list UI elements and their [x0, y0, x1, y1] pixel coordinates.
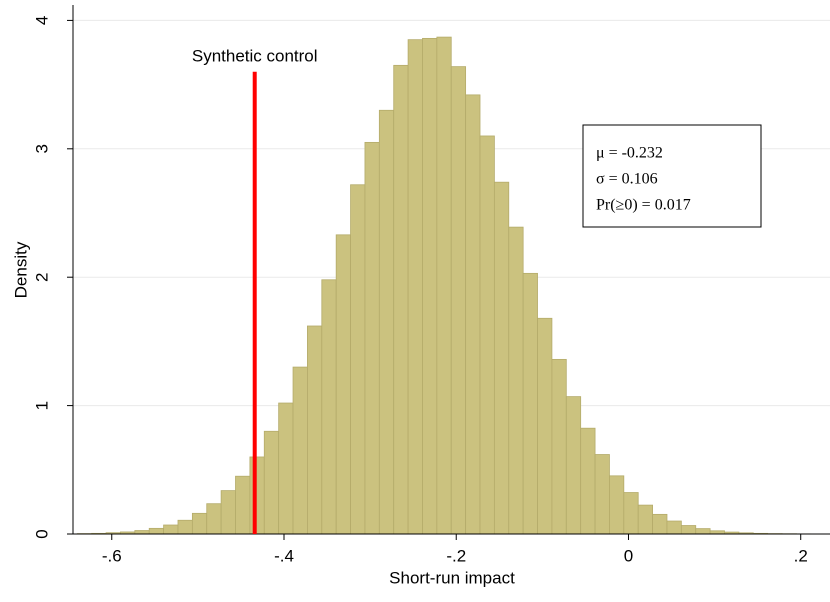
bar — [638, 505, 652, 534]
stats-line: σ = 0.106 — [596, 171, 658, 188]
bar — [509, 227, 523, 534]
bar — [164, 525, 178, 534]
bar — [624, 493, 638, 534]
stats-line: μ = -0.232 — [596, 145, 663, 162]
reference-label: Synthetic control — [192, 46, 318, 65]
bar — [351, 185, 365, 534]
y-tick-label: 4 — [32, 16, 51, 25]
bar — [667, 521, 681, 534]
stats-line: Pr(≥0) = 0.017 — [596, 197, 691, 214]
bar — [523, 273, 537, 534]
bar — [336, 235, 350, 534]
bar — [149, 528, 163, 534]
bar — [307, 326, 321, 534]
bar — [437, 37, 451, 534]
x-tick-label: -.6 — [102, 546, 122, 565]
bar — [408, 40, 422, 534]
bar — [552, 359, 566, 534]
x-tick-label: -.4 — [274, 546, 294, 565]
bar — [480, 136, 494, 534]
bar — [322, 280, 336, 534]
bar — [178, 520, 192, 534]
bar — [250, 457, 264, 534]
bar — [279, 403, 293, 534]
bar — [609, 476, 623, 534]
bar — [135, 531, 149, 534]
bar — [696, 529, 710, 534]
bar — [581, 428, 595, 534]
bar — [192, 513, 206, 534]
bar — [653, 514, 667, 534]
y-tick-label: 3 — [32, 144, 51, 153]
bar — [422, 38, 436, 534]
bar — [207, 504, 221, 534]
x-tick-label: 0 — [624, 546, 633, 565]
x-axis-label: Short-run impact — [389, 568, 515, 587]
bar — [566, 397, 580, 534]
bar — [494, 182, 508, 534]
x-tick-label: -.2 — [446, 546, 466, 565]
bar — [236, 476, 250, 534]
y-axis-label: Density — [11, 241, 30, 298]
bar — [394, 65, 408, 534]
bar — [466, 95, 480, 534]
bar — [379, 110, 393, 534]
bar — [451, 67, 465, 534]
bar — [681, 526, 695, 534]
x-tick-label: .2 — [794, 546, 808, 565]
bar — [221, 491, 235, 534]
bar — [365, 142, 379, 534]
bar — [264, 431, 278, 534]
y-tick-label: 2 — [32, 272, 51, 281]
bar — [538, 318, 552, 534]
y-tick-label: 1 — [32, 401, 51, 410]
bar — [293, 367, 307, 534]
y-tick-label: 0 — [32, 529, 51, 538]
bar — [595, 455, 609, 534]
